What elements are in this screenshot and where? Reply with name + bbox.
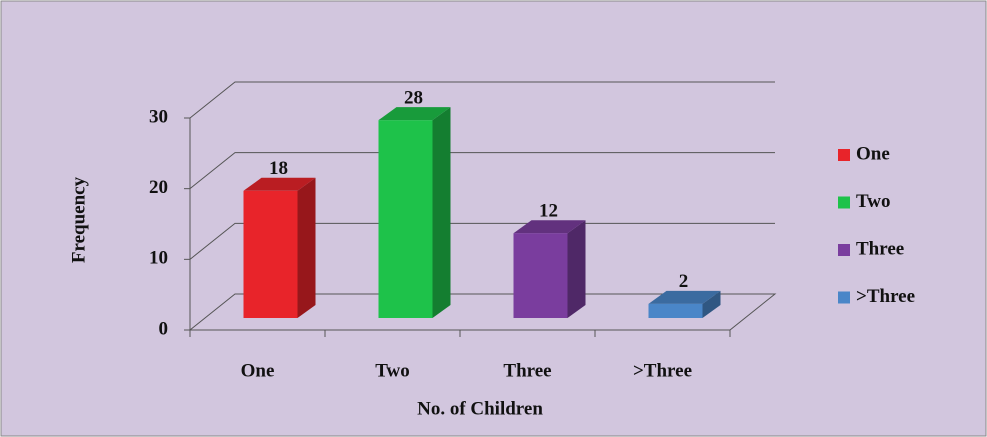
- bar-top: [513, 220, 586, 234]
- bar: [648, 303, 703, 318]
- legend-swatch: [838, 291, 850, 304]
- bar: [243, 190, 298, 318]
- legend-label: >Three: [856, 286, 915, 307]
- grid-line: [189, 152, 775, 190]
- legend-label: Three: [856, 238, 904, 259]
- bar: [513, 233, 568, 318]
- bar-side: [567, 220, 586, 318]
- legend-swatch: [838, 244, 850, 256]
- data-label: 28: [404, 87, 423, 108]
- x-tick-label: Two: [375, 360, 409, 381]
- legend-swatch: [838, 149, 850, 161]
- y-axis-label: Frequency: [68, 176, 89, 263]
- y-tick-label: 10: [149, 248, 168, 269]
- bar-side: [432, 107, 451, 318]
- bar-top: [243, 177, 316, 191]
- grid-line: [189, 222, 775, 260]
- x-axis-label: No. of Children: [417, 398, 543, 419]
- legend-swatch: [838, 196, 850, 209]
- bar-top: [378, 107, 451, 121]
- data-label: 12: [539, 201, 558, 222]
- grid-line: [189, 81, 775, 119]
- bar: [378, 120, 433, 318]
- x-tick-label: Three: [503, 360, 551, 381]
- data-label: 18: [269, 158, 288, 179]
- x-tick-label: One: [241, 360, 275, 381]
- y-tick-label: 20: [149, 177, 168, 198]
- y-tick-label: 0: [159, 318, 169, 339]
- data-label: 2: [679, 271, 689, 292]
- y-tick-label: 30: [149, 106, 168, 127]
- bar-side: [702, 290, 721, 318]
- bar-top: [648, 290, 721, 304]
- legend-label: Two: [856, 191, 890, 212]
- bar-side: [297, 177, 316, 318]
- legend-label: One: [856, 143, 890, 164]
- x-tick-label: >Three: [633, 360, 692, 381]
